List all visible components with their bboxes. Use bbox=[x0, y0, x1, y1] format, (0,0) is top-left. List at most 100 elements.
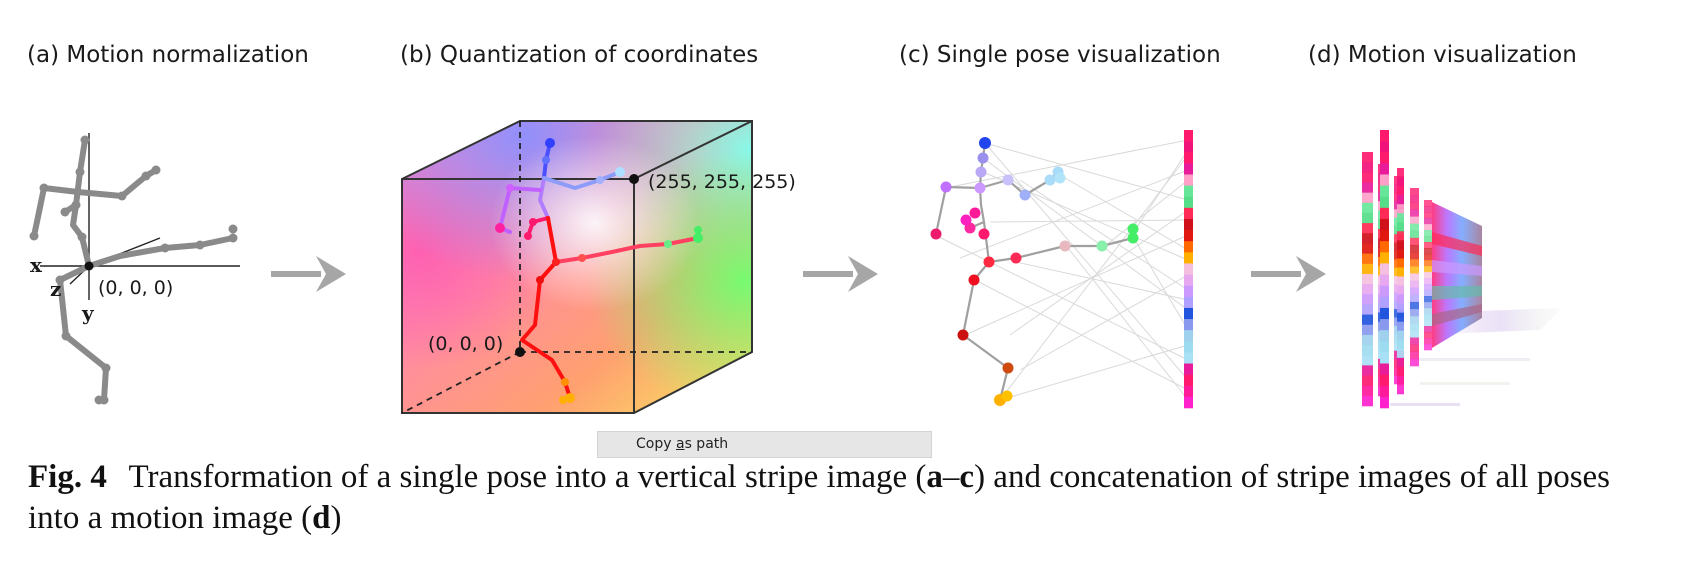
stripe-cell bbox=[1184, 330, 1193, 342]
stripe-cell bbox=[1410, 216, 1419, 224]
caption-text-2: ) and concatenation of stripe images of … bbox=[28, 459, 1611, 536]
stripe-cell bbox=[1424, 296, 1432, 303]
stripe-cell bbox=[1424, 254, 1432, 261]
stripe-cell bbox=[1362, 324, 1373, 336]
stripe-cell bbox=[1410, 323, 1419, 331]
stripe-cell bbox=[1184, 263, 1193, 275]
stripe-cell bbox=[1184, 152, 1193, 164]
stripe-cell bbox=[1424, 236, 1432, 243]
stripe-cell bbox=[1424, 230, 1432, 237]
stripe-cell bbox=[1362, 385, 1373, 397]
stripe-cell bbox=[1380, 196, 1389, 209]
stripe-cell bbox=[1184, 230, 1193, 242]
stripe-cell bbox=[1380, 163, 1389, 175]
panel-b-skeleton bbox=[498, 141, 700, 400]
stripe-cell bbox=[1424, 284, 1432, 291]
stripe-cell bbox=[1184, 252, 1193, 264]
motion-shadow-line bbox=[1390, 403, 1460, 406]
stripe-stack bbox=[1362, 152, 1432, 407]
stripe-cell bbox=[1362, 263, 1373, 275]
stripe-cell bbox=[1397, 231, 1404, 241]
stripe-cell bbox=[1380, 330, 1389, 342]
stripe-cell bbox=[1397, 204, 1404, 214]
stripe-cell bbox=[1424, 332, 1432, 339]
stripe-cell bbox=[1397, 366, 1404, 377]
stripe-cell bbox=[1362, 375, 1373, 386]
stripe-cell bbox=[1410, 309, 1419, 317]
stripe-cell bbox=[1184, 163, 1193, 175]
stripe-cell bbox=[1380, 285, 1389, 298]
stripe-cell bbox=[1397, 222, 1404, 232]
stripe-cell bbox=[1397, 195, 1404, 205]
stripe-cell bbox=[1410, 337, 1419, 345]
stripe-cell bbox=[1397, 285, 1404, 295]
stripe-cell bbox=[1362, 152, 1373, 163]
stripe-cell bbox=[1424, 206, 1432, 213]
stripe-cell bbox=[1380, 218, 1389, 231]
stripe-cell bbox=[1380, 396, 1389, 409]
stripe-cell bbox=[1362, 395, 1373, 407]
tooltip-text-end: s path bbox=[684, 436, 729, 452]
panel-b-title: (b) Quantization of coordinates bbox=[400, 42, 759, 68]
stripe-cell bbox=[1362, 243, 1373, 254]
stripe-cell bbox=[1424, 242, 1432, 249]
stripe-cell bbox=[1184, 385, 1193, 398]
stripe-cell bbox=[1362, 314, 1373, 326]
stripe-cell bbox=[1380, 296, 1389, 309]
stripe-cell bbox=[1397, 168, 1404, 178]
stripe-cell bbox=[1424, 224, 1432, 231]
panel-c-joints bbox=[930, 137, 1139, 406]
stripe-cell bbox=[1397, 177, 1404, 187]
stripe-cell bbox=[1424, 308, 1432, 315]
panel-b-joints bbox=[495, 138, 703, 404]
stripe-cell bbox=[1397, 276, 1404, 286]
stripe-cell bbox=[1380, 207, 1389, 220]
stripe-cell bbox=[1410, 344, 1419, 353]
panel-d-figure bbox=[1362, 130, 1562, 409]
stripe-cell bbox=[1424, 320, 1432, 327]
stripe-cell bbox=[1410, 195, 1419, 203]
stripe-cell bbox=[1410, 266, 1419, 274]
caption-dash: – bbox=[942, 459, 960, 495]
panel-a-z-label: z bbox=[50, 277, 61, 301]
stripe-cell bbox=[1424, 302, 1432, 309]
panel-a-joints bbox=[29, 135, 238, 405]
stripe-cell bbox=[1397, 348, 1404, 359]
stripe-cell bbox=[1410, 287, 1419, 296]
stripe-cell bbox=[1362, 202, 1373, 214]
stripe-cell bbox=[1410, 223, 1419, 232]
stripe-cell bbox=[1380, 352, 1389, 364]
tooltip-accelerator-key: a bbox=[675, 436, 685, 452]
stripe-cell bbox=[1424, 278, 1432, 285]
stripe-cell bbox=[1184, 285, 1193, 298]
stripe-cell bbox=[1410, 237, 1419, 246]
stripe-cell bbox=[1380, 185, 1389, 198]
stripe-cell bbox=[1362, 212, 1373, 224]
stripe-cell bbox=[1380, 130, 1389, 142]
stripe-cell bbox=[1362, 294, 1373, 305]
stripe-cell bbox=[1362, 182, 1373, 193]
stripe-cell bbox=[1362, 192, 1373, 204]
stripe-cell bbox=[1397, 249, 1404, 259]
stripe-cell bbox=[1424, 272, 1432, 279]
stripe-cell bbox=[1397, 375, 1404, 386]
figure-label: Fig. 4 bbox=[28, 459, 107, 495]
stripe-cell bbox=[1184, 363, 1193, 375]
stripe-cell bbox=[1397, 321, 1404, 332]
stripe-cell bbox=[1410, 294, 1419, 303]
arrow-right-icon bbox=[271, 256, 346, 292]
stripe-cell bbox=[1410, 301, 1419, 310]
cube-max-label: (255, 255, 255) bbox=[648, 171, 796, 193]
stripe-cell bbox=[1184, 130, 1193, 142]
stripe-cell bbox=[1380, 274, 1389, 286]
copy-as-path-tooltip[interactable]: Copy as path bbox=[597, 431, 932, 458]
arrow-right-icon bbox=[803, 256, 878, 292]
stripe-cell bbox=[1362, 284, 1373, 295]
stripe-cell bbox=[1380, 319, 1389, 331]
panel-a-origin-dot bbox=[84, 261, 94, 271]
max-corner-dot bbox=[629, 174, 639, 184]
panel-a-x-label: x bbox=[30, 253, 43, 277]
caption-text-1: Transformation of a single pose into a v… bbox=[128, 459, 927, 495]
stripe-cell bbox=[1184, 296, 1193, 309]
stripe-cell bbox=[1410, 259, 1419, 267]
